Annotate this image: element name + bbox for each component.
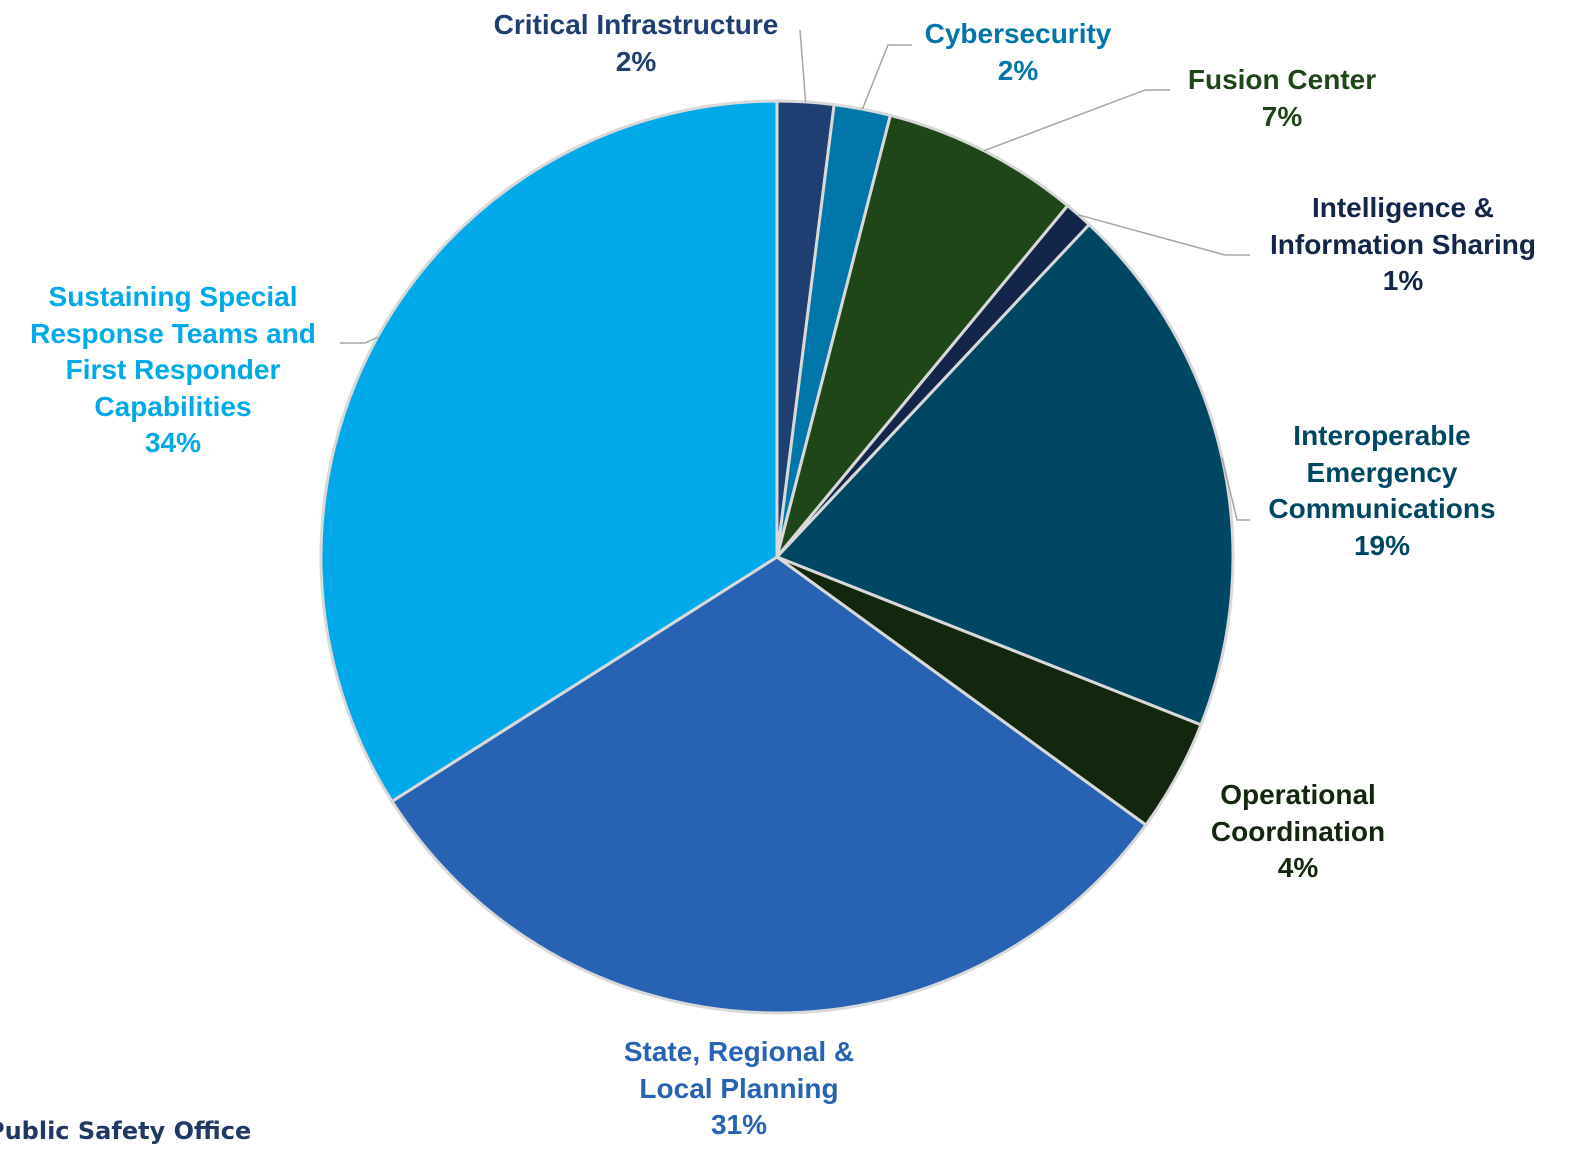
value-label: 7%	[1261, 100, 1303, 132]
value-label: 19%	[1353, 529, 1411, 561]
leader-line	[1078, 214, 1250, 256]
category-label: Fusion Center	[1187, 64, 1377, 95]
value-label: 4%	[1277, 852, 1319, 883]
category-label: Sustaining Special Response Teams and Fi…	[30, 281, 316, 422]
category-label: Intelligence & Information Sharing	[1270, 192, 1536, 260]
leader-line	[983, 89, 1170, 152]
slice-label: Interoperable Emergency Communications 19…	[1245, 418, 1520, 564]
slice-label: Intelligence & Information Sharing 1%	[1243, 190, 1563, 300]
value-label: 31%	[710, 1109, 768, 1140]
category-label: Interoperable Emergency Communications	[1268, 420, 1496, 524]
leader-line	[861, 44, 912, 110]
value-label: 1%	[1382, 265, 1424, 296]
pie-slice	[774, 222, 1235, 727]
pie-slice	[389, 555, 1149, 1015]
slice-label: Critical Infrastructure 2%	[466, 7, 806, 80]
leader-line	[1221, 457, 1250, 521]
leader-line	[799, 29, 807, 102]
category-label: Operational Coordination	[1210, 779, 1386, 847]
slice-label: Fusion Center 7%	[1162, 62, 1402, 135]
slice-label: Sustaining Special Response Teams and Fi…	[6, 279, 341, 462]
slice-label: Cybersecurity 2%	[898, 16, 1138, 89]
category-label: Cybersecurity	[924, 18, 1112, 49]
category-label: State, Regional & Local Planning	[623, 1036, 855, 1104]
leader-line	[340, 336, 378, 344]
footer: Public Safety Office	[0, 1117, 252, 1145]
pie-slice	[319, 99, 779, 804]
value-label: 2%	[615, 45, 657, 77]
value-label: 34%	[144, 427, 202, 458]
slice-label: State, Regional & Local Planning 31%	[602, 1034, 877, 1144]
slice-label: Operational Coordination 4%	[1191, 777, 1406, 887]
category-label: Critical Infrastructure	[493, 9, 779, 40]
value-label: 2%	[997, 54, 1039, 86]
